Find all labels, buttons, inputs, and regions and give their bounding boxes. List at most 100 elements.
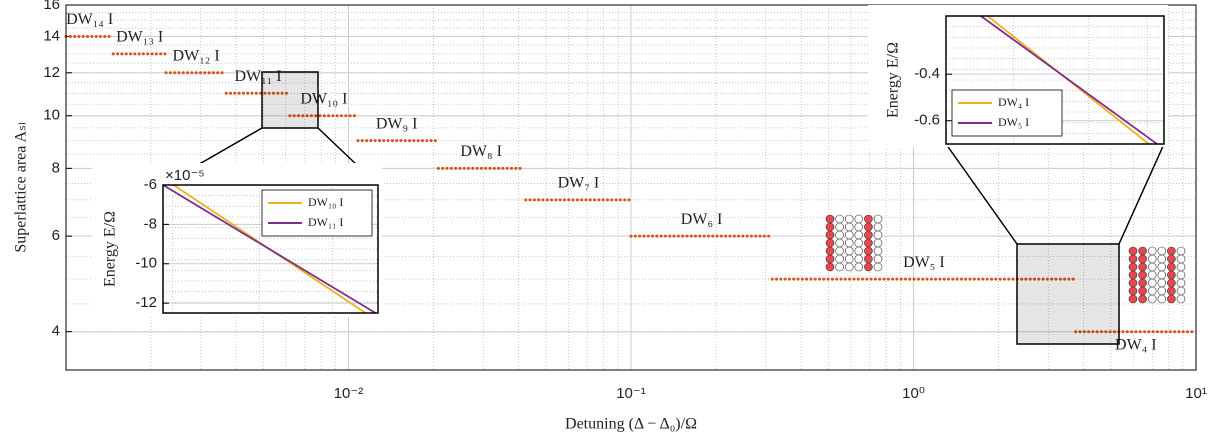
zoom-overlay — [162, 71, 1186, 345]
zoom-box — [261, 71, 319, 129]
legend-label: DW₁₀ I — [308, 195, 343, 209]
lattice-site — [844, 262, 854, 272]
lattice-site — [1157, 254, 1167, 264]
y-tick-label: 10 — [43, 107, 60, 124]
lattice-site — [1157, 246, 1167, 256]
lattice-site — [835, 238, 844, 248]
lattice-site — [1147, 262, 1157, 272]
zoom-connector — [945, 143, 1018, 245]
lattice-site — [1128, 254, 1138, 264]
lattice-site — [1176, 262, 1186, 272]
x-tick-label: 10¹ — [1185, 385, 1207, 402]
plot-frame — [162, 184, 379, 314]
lattice-site — [825, 222, 835, 232]
lattice-site — [864, 214, 873, 224]
lattice-site — [1176, 270, 1186, 280]
y-tick-label: 6 — [52, 227, 60, 244]
lattice-site — [854, 222, 864, 232]
lattice-site — [864, 246, 873, 256]
lattice-site — [1147, 254, 1157, 264]
y-tick-label: -0.4 — [914, 65, 940, 82]
y-tick-label: -6 — [144, 176, 157, 193]
lattice-site — [873, 246, 883, 256]
lattice-site — [1176, 294, 1186, 304]
series-label: DW₁₄ I — [66, 11, 113, 28]
legend-label: DW₁₁ I — [308, 215, 343, 229]
plot-frame — [65, 4, 1197, 371]
lattice-site — [844, 254, 854, 264]
lattice-site — [854, 254, 864, 264]
lattice-site — [864, 222, 873, 232]
series-label: DW₇ I — [558, 174, 600, 191]
lattice-site — [1157, 262, 1167, 272]
lattice-site — [835, 214, 844, 224]
lattice-site — [835, 262, 844, 272]
lattice-site — [864, 254, 873, 264]
lattice-site — [1138, 262, 1147, 272]
lattice-site — [1147, 246, 1157, 256]
inset-left: -6 -8 -10 -12 DW₁₀ I DW₁₁ I Energy E/Ω ×10⁻⁵ — [92, 163, 382, 317]
y-tick-label: -0.6 — [914, 112, 940, 129]
y-tick-label: 4 — [52, 323, 60, 340]
lattice-site — [844, 246, 854, 256]
lattice-site — [1176, 254, 1186, 264]
lattice-site — [844, 230, 854, 240]
lattice-site — [1167, 246, 1176, 256]
lattice-site — [864, 238, 873, 248]
series-label: DW₁₃ I — [116, 29, 163, 46]
lattice-site — [825, 246, 835, 256]
y-axis-label: Energy E/Ω — [885, 42, 902, 118]
y-axis-label: Superlattice area Aₛₗ — [13, 122, 30, 252]
lattice-site — [1128, 294, 1138, 304]
inset-right: -0.4 -0.6 DW₄ I DW₅ I Energy E/Ω — [868, 5, 1168, 147]
lattice-site — [873, 238, 883, 248]
series-label: DW₁₂ I — [173, 47, 220, 64]
lattice-site — [835, 230, 844, 240]
legend-label: DW₄ I — [998, 95, 1029, 109]
y-tick-label: -10 — [135, 255, 157, 272]
lattice-site — [854, 262, 864, 272]
lattice-site — [1128, 270, 1138, 280]
y-tick-label: 8 — [52, 159, 60, 176]
lattice-site — [873, 254, 883, 264]
lattice-site — [1128, 286, 1138, 296]
lattice-site — [844, 214, 854, 224]
lattice-site — [1128, 262, 1138, 272]
x-axis-label: Detuning (Δ − Δ₀)/Ω — [565, 416, 697, 433]
lattice-site — [864, 230, 873, 240]
lattice-site — [1138, 254, 1147, 264]
lattice-site — [835, 254, 844, 264]
lattice-site — [1138, 286, 1147, 296]
legend-box — [951, 89, 1063, 137]
lattice-icon — [1128, 246, 1186, 304]
lattice-site — [1138, 278, 1147, 288]
lattice-site — [835, 222, 844, 232]
lattice-site — [1176, 278, 1186, 288]
lattice-site — [1147, 270, 1157, 280]
lattice-site — [1167, 278, 1176, 288]
zoom-box — [1016, 243, 1120, 345]
lattice-site — [873, 222, 883, 232]
lattice-site — [873, 262, 883, 272]
zoom-connector — [1118, 143, 1165, 245]
lattice-site — [854, 214, 864, 224]
y-tick-label: -8 — [144, 215, 157, 232]
x-tick-label: 10⁰ — [902, 385, 925, 402]
lattice-site — [1138, 246, 1147, 256]
lattice-site — [1176, 246, 1186, 256]
lattice-site — [854, 238, 864, 248]
lattice-site — [1167, 262, 1176, 272]
lattice-site — [864, 262, 873, 272]
lattice-site — [873, 214, 883, 224]
series-label: DW₅ I — [903, 254, 945, 271]
plot-frame — [945, 15, 1165, 145]
lattice-site — [1138, 294, 1147, 304]
lattice-site — [1147, 286, 1157, 296]
lattice-site — [1167, 294, 1176, 304]
y-tick-label: -12 — [135, 294, 157, 311]
lattice-site — [1167, 254, 1176, 264]
x-tick-label: 10⁻² — [334, 385, 364, 402]
series-label: DW₆ I — [681, 211, 723, 228]
lattice-site — [854, 246, 864, 256]
